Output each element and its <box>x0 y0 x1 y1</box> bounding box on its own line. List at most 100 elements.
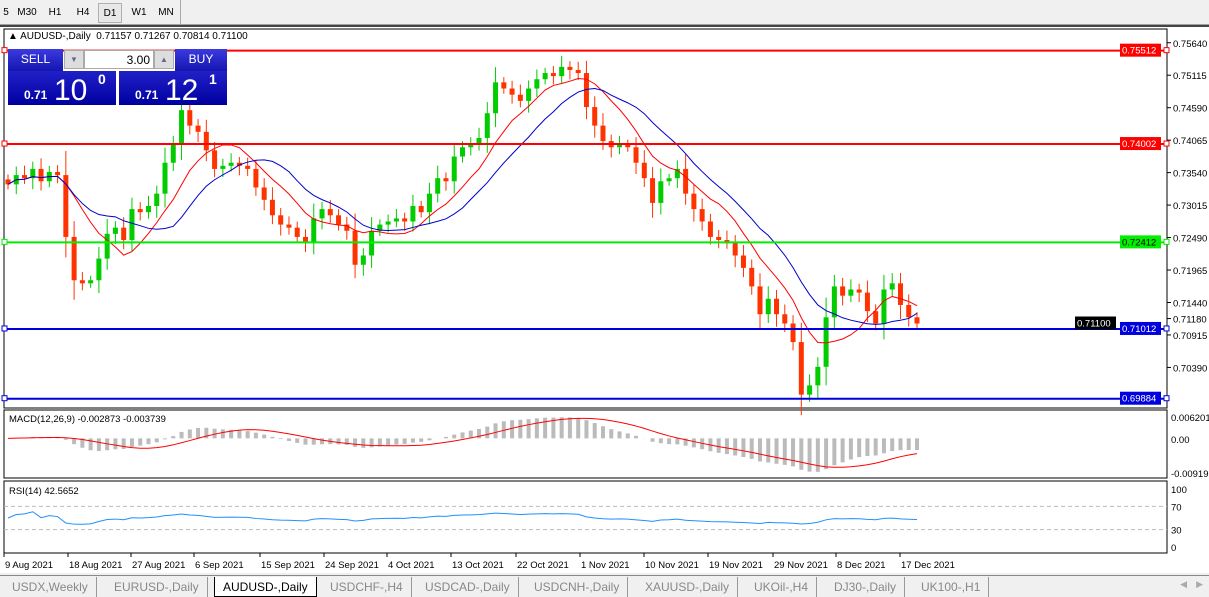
candle-body <box>344 224 350 231</box>
level-anchor-handle[interactable] <box>1163 395 1170 402</box>
ohlc-values: 0.71157 0.71267 0.70814 0.71100 <box>96 31 248 42</box>
candle-body <box>691 193 697 210</box>
tabs-scroll-right-icon[interactable]: ▶ <box>1196 579 1203 589</box>
candle-body <box>443 178 449 182</box>
chart-window[interactable]: 0.75640 0.75115 0.74590 0.74065 0.73540 0.730… <box>0 25 1209 573</box>
candle-body <box>435 178 441 194</box>
candle-body <box>716 236 722 241</box>
level-anchor-handle[interactable] <box>1163 47 1170 54</box>
level-anchor-handle[interactable] <box>1163 325 1170 332</box>
macd-title: MACD(12,26,9) -0.002873 -0.003739 <box>9 414 166 425</box>
sell-price-pips: 10 <box>54 74 88 107</box>
chart-canvas[interactable]: 0.75640 0.75115 0.74590 0.74065 0.73540 0.730… <box>0 27 1209 575</box>
candle-body <box>302 236 308 244</box>
candle-body <box>112 227 118 234</box>
candle-body <box>451 156 457 182</box>
candle-body <box>674 168 680 179</box>
candle-body <box>393 218 399 222</box>
timeframe-mn[interactable]: MN <box>158 7 174 18</box>
date-axis-label: 24 Sep 2021 <box>325 560 379 571</box>
level-anchor-handle[interactable] <box>1163 140 1170 147</box>
tab-dj30-daily[interactable]: DJ30-,Daily <box>826 577 906 597</box>
rsi-axis-label: 70 <box>1171 502 1182 513</box>
toolbar-divider <box>180 0 181 25</box>
symbol-title: AUDUSD-,Daily <box>20 31 91 42</box>
lot-size-input[interactable] <box>84 50 154 69</box>
sell-button[interactable]: SELL <box>8 49 63 71</box>
candle-body <box>823 317 829 367</box>
rsi-pane-frame <box>3 480 1168 554</box>
timeframe-5[interactable]: 5 <box>3 7 9 18</box>
tab-usdchf-h4[interactable]: USDCHF-,H4 <box>322 577 412 597</box>
candle-body <box>873 311 879 324</box>
tab-audusd-daily[interactable]: AUDUSD-,Daily <box>214 577 317 597</box>
sell-price[interactable]: 0.71 10 0 <box>8 71 116 107</box>
date-axis-label: 1 Nov 2021 <box>581 560 630 571</box>
level-price-tag <box>1120 391 1161 405</box>
level-anchor-handle[interactable] <box>1 238 8 245</box>
candle-body <box>881 289 887 324</box>
buy-button[interactable]: BUY <box>175 49 227 71</box>
candle-body <box>600 125 606 142</box>
candle-body <box>269 199 275 216</box>
candle-body <box>592 107 598 126</box>
level-anchor-handle[interactable] <box>1 140 8 147</box>
timeframe-m30[interactable]: M30 <box>17 7 37 18</box>
price-axis-label: 0.71965 <box>1173 266 1207 277</box>
candle-body <box>286 224 292 228</box>
lot-decrease-button[interactable]: ▼ <box>64 50 84 69</box>
tab-uk100-h1[interactable]: UK100-,H1 <box>913 577 990 597</box>
price-axis-label: 0.71180 <box>1173 315 1207 326</box>
level-anchor-handle[interactable] <box>1163 238 1170 245</box>
candle-body <box>294 227 300 237</box>
tab-usdx-weekly[interactable]: USDX,Weekly <box>4 577 97 597</box>
candle-body <box>666 178 672 182</box>
macd-axis-label: 0.006201 <box>1171 413 1209 424</box>
sell-price-prefix: 0.71 <box>24 88 48 102</box>
rsi-line <box>7 511 918 525</box>
level-price-tag <box>1120 321 1161 335</box>
price-axis-label: 0.70390 <box>1173 363 1207 374</box>
candle-body <box>212 150 218 169</box>
timeframe-h4[interactable]: H4 <box>76 7 90 18</box>
current-price-tag <box>1075 316 1116 330</box>
candle-body <box>732 243 738 256</box>
lot-increase-button[interactable]: ▲ <box>154 50 174 69</box>
current-price-label: 0.71100 <box>1077 319 1111 330</box>
timeframe-w1[interactable]: W1 <box>131 7 147 18</box>
candle-body <box>418 206 424 213</box>
price-axis-label: 0.70915 <box>1173 331 1207 342</box>
candle-body <box>22 175 28 179</box>
buy-price[interactable]: 0.71 12 1 <box>119 71 227 107</box>
tab-eurusd-daily[interactable]: EURUSD-,Daily <box>106 577 208 597</box>
collapse-triangle-icon[interactable]: ▲ <box>8 31 18 42</box>
timeframe-toolbar: 5 M30 H1 H4 D1 W1 MN <box>0 0 1209 25</box>
level-price-label: 0.74002 <box>1122 139 1156 150</box>
candle-body <box>327 209 333 216</box>
candle-body <box>757 286 763 315</box>
level-anchor-handle[interactable] <box>1 47 8 54</box>
timeframe-d1[interactable]: D1 <box>98 3 122 23</box>
candle-body <box>509 88 515 95</box>
level-anchor-handle[interactable] <box>1 395 8 402</box>
candle-body <box>253 168 259 188</box>
level-price-tag <box>1120 137 1161 151</box>
tab-usdcnh-daily[interactable]: USDCNH-,Daily <box>526 577 629 597</box>
level-anchor-handle[interactable] <box>1 325 8 332</box>
candle-body <box>5 179 11 185</box>
candle-body <box>484 113 490 138</box>
candle-body <box>261 187 267 200</box>
ma-fast-line <box>7 77 918 344</box>
price-axis-label: 0.71440 <box>1173 298 1207 309</box>
timeframe-h1[interactable]: H1 <box>48 7 62 18</box>
tab-xauusd-daily[interactable]: XAUUSD-,Daily <box>637 577 739 597</box>
tab-ukoil-h4[interactable]: UKOil-,H4 <box>746 577 818 597</box>
date-axis-label: 19 Nov 2021 <box>709 560 763 571</box>
date-axis-label: 10 Nov 2021 <box>645 560 699 571</box>
tabs-scroll-left-icon[interactable]: ◀ <box>1180 579 1187 589</box>
candle-body <box>228 162 234 166</box>
candle-body <box>641 162 647 179</box>
main-pane-frame <box>3 28 1168 409</box>
tab-usdcad-daily[interactable]: USDCAD-,Daily <box>417 577 519 597</box>
candle-body <box>774 298 780 315</box>
